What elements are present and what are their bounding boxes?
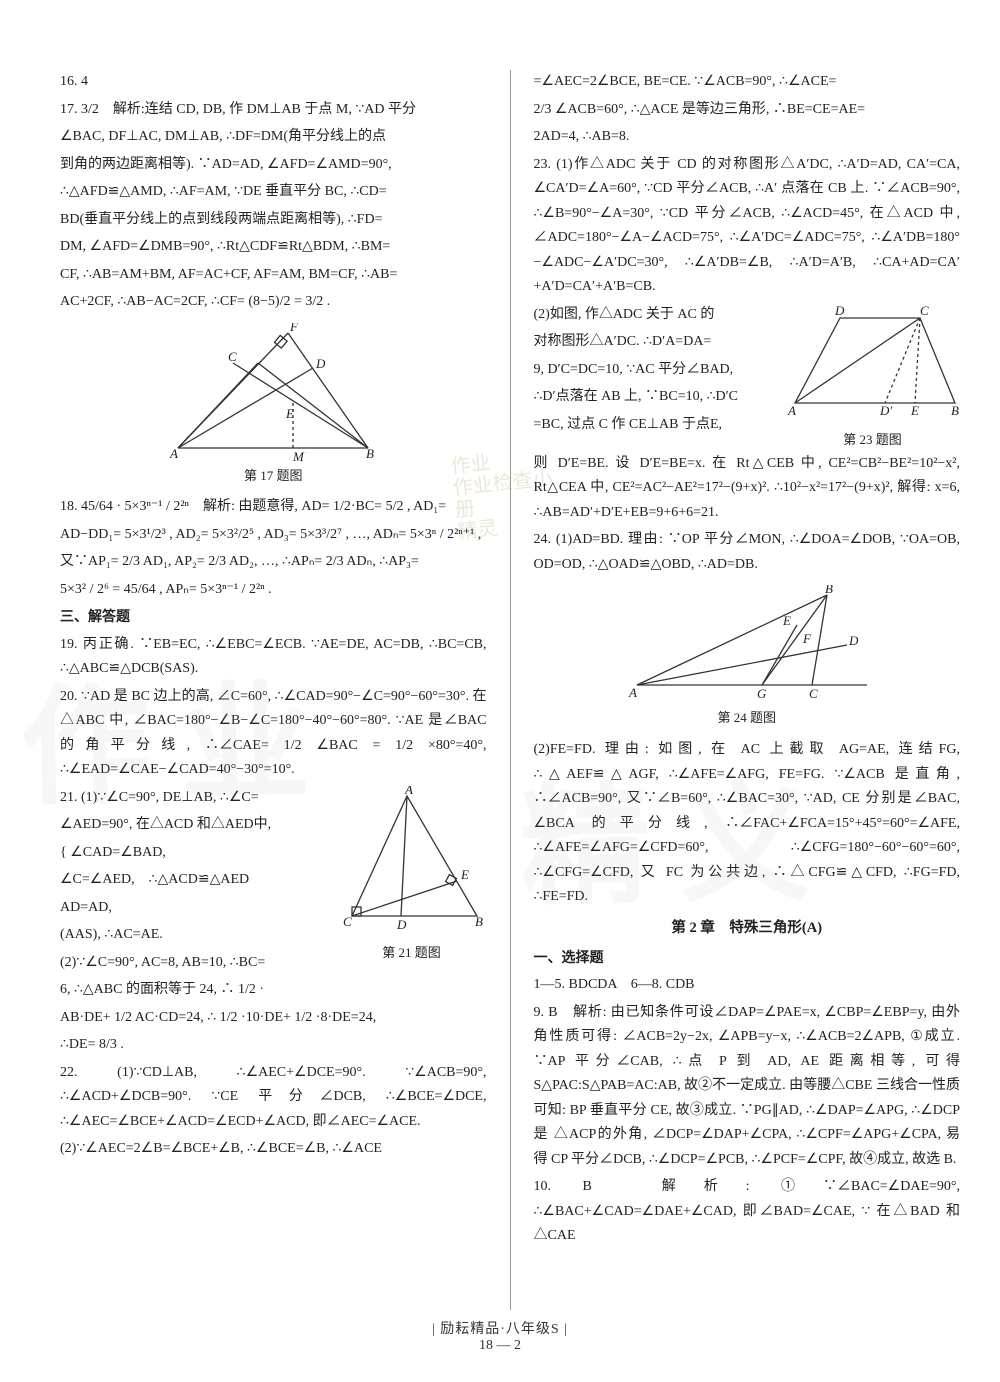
q10: 10. B 解析: ①∵∠BAC=∠DAE=90°, ∴∠BAC+∠CAD=∠D… [534,1175,961,1249]
q17-l3: BD(垂直平分线上的点到线段两端点距离相等), ∴FD= [60,208,487,233]
diagram-21: A C D B E 第 21 题图 [337,786,487,965]
svg-text:F: F [289,323,299,334]
q21-l7: AB·DE+ 1/2 AC·CD=24, ∴ 1/2 ·10·DE+ 1/2 ·… [60,1006,487,1031]
svg-text:B: B [475,914,483,929]
svg-text:D: D [396,917,407,931]
svg-text:E: E [285,406,294,421]
q19: 19. 丙正确. ∵EB=EC, ∴∠EBC=∠ECB. ∵AE=DE, AC=… [60,633,487,682]
q17-l4: DM, ∠AFD=∠DMB=90°, ∴Rt△CDF≌Rt△BDM, ∴BM= [60,235,487,260]
q24-1: 24. (1)AD=BD. 理由: ∵OP 平分∠MON, ∴∠DOA=∠DOB… [534,528,961,577]
caption-23: 第 23 题图 [785,429,960,452]
q17-lead: 17. 3/2 解析:连结 CD, DB, 作 DM⊥AB 于点 M, ∵AD … [60,98,487,123]
q18-l0: AD−DD₁= 5×3¹/2³ , AD₂= 5×3²/2⁵ , AD₃= 5×… [60,523,487,548]
q23-2-block: AD′ EB DC 第 23 题图 (2)如图, 作△ADC 关于 AC 的 对… [534,303,961,452]
q21-block: AC DB E 第 21 题图 21. (1)∵∠C=90°, DE⊥AB, ∴… [60,786,487,1058]
svg-text:A: A [404,786,413,797]
svg-text:C: C [228,349,237,364]
svg-text:E: E [460,867,469,882]
q17-l5: CF, ∴AB=AM+BM, AF=AC+CF, AF=AM, BM=CF, ∴… [60,263,487,288]
svg-text:A: A [628,685,637,700]
top-l1: 2/3 ∠ACB=60°, ∴△ACE 是等边三角形, ∴BE=CE=AE= [534,98,961,123]
q17-l2: ∴△AFD≌△AMD, ∴AF=AM, ∵DE 垂直平分 BC, ∴CD= [60,180,487,205]
top-l2: 2AD=4, ∴AB=8. [534,125,961,150]
q22b: (2)∵∠AEC=2∠B=∠BCE+∠B, ∴∠BCE=∠B, ∴∠ACE [60,1137,487,1162]
q23-2-cont: 则 D′E=BE. 设 D′E=BE=x. 在 Rt△CEB 中, CE²=CB… [534,452,961,526]
svg-text:C: C [343,914,352,929]
chapter-title: 第 2 章 特殊三角形(A) [534,916,961,941]
section-3-title: 三、解答题 [60,606,487,631]
footer-brand: | 励耘精品·八年级S | [0,1318,1000,1338]
q17-l0: ∠BAC, DF⊥AC, DM⊥AB, ∴DF=DM(角平分线上的点 [60,125,487,150]
diagram-23: A D′ E B D C 第 23 题图 [785,303,960,452]
q9: 9. B 解析: 由已知条件可设∠DAP=∠PAE=x, ∠CBP=∠EBP=y… [534,1001,961,1173]
svg-text:F: F [802,631,812,646]
answers-1-8: 1—5. BDCDA 6—8. CDB [534,973,961,998]
q18-l1: 又∵AP₁= 2/3 AD₁, AP₂= 2/3 AD₂, …, ∴APₙ= 2… [60,550,487,575]
column-separator [510,70,511,1310]
footer-pagenum: 18 — 2 [0,1338,1000,1354]
caption-24: 第 24 题图 [534,707,961,730]
diagram-17: A B F C D E M 第 17 题图 [60,323,487,488]
q20: 20. ∵AD 是 BC 边上的高, ∠C=60°, ∴∠CAD=90°−∠C=… [60,685,487,783]
svg-text:A: A [787,403,796,418]
caption-21: 第 21 题图 [337,942,487,965]
svg-text:B: B [366,446,374,461]
q21-l8: ∴DE= 8/3 . [60,1033,487,1058]
svg-text:D: D [834,303,845,318]
svg-text:G: G [757,686,767,701]
q23-1: 23. (1)作△ADC 关于 CD 的对称图形△A′DC, ∴A′D=AD, … [534,153,961,300]
left-column: 16. 4 17. 3/2 解析:连结 CD, DB, 作 DM⊥AB 于点 M… [60,70,487,1310]
svg-text:D: D [315,356,326,371]
q24-2: (2)FE=FD. 理由: 如图, 在 AC 上截取 AG=AE, 连结FG, … [534,738,961,910]
svg-text:D′: D′ [879,403,892,418]
q21-l6: 6, ∴△ABC 的面积等于 24, ∴ 1/2 · [60,978,487,1003]
svg-text:M: M [292,449,305,463]
caption-17: 第 17 题图 [60,465,487,488]
top-l0: =∠AEC=2∠BCE, BE=CE. ∵∠ACB=90°, ∴∠ACE= [534,70,961,95]
page-body: 16. 4 17. 3/2 解析:连结 CD, DB, 作 DM⊥AB 于点 M… [0,0,1000,1340]
right-column: =∠AEC=2∠BCE, BE=CE. ∵∠ACB=90°, ∴∠ACE= 2/… [534,70,961,1310]
svg-text:E: E [782,613,791,628]
svg-text:C: C [920,303,929,318]
svg-text:B: B [951,403,959,418]
q18-l2: 5×3² / 2⁶ = 45/64 , APₙ= 5×3ⁿ⁻¹ / 2²ⁿ . [60,578,487,603]
section-1-title: 一、选择题 [534,947,961,972]
svg-text:E: E [910,403,919,418]
q22: 22. (1)∵CD⊥AB, ∴∠AEC+∠DCE=90°. ∵∠ACB=90°… [60,1061,487,1135]
q17-l1: 到角的两边距离相等). ∵AD=AD, ∠AFD=∠AMD=90°, [60,153,487,178]
q17-l6: AC+2CF, ∴AB−AC=2CF, ∴CF= (8−5)/2 = 3/2 . [60,290,487,315]
diagram-24: A G C B E F D 第 24 题图 [534,585,961,730]
svg-text:C: C [809,686,818,701]
svg-text:A: A [169,446,178,461]
q16: 16. 4 [60,70,487,95]
page-footer: | 励耘精品·八年级S | 18 — 2 [0,1318,1000,1354]
svg-text:B: B [825,585,833,596]
q18-lead: 18. 45/64 · 5×3ⁿ⁻¹ / 2²ⁿ 解析: 由题意得, AD= 1… [60,495,487,520]
svg-text:D: D [848,633,859,648]
